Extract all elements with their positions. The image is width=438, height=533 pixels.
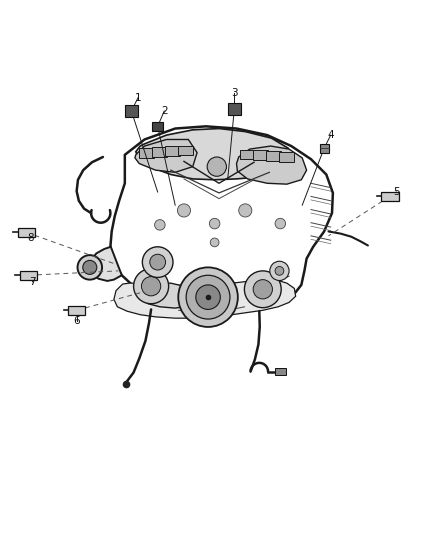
Bar (275, 368, 286, 375)
Circle shape (178, 268, 238, 327)
Bar (178, 146, 193, 155)
Circle shape (78, 255, 102, 280)
Text: 2: 2 (161, 106, 168, 116)
Polygon shape (114, 280, 296, 318)
Bar (152, 147, 167, 157)
Circle shape (186, 275, 230, 319)
Polygon shape (135, 140, 197, 172)
Circle shape (244, 271, 281, 308)
Circle shape (210, 238, 219, 247)
Polygon shape (136, 283, 193, 308)
Text: 1: 1 (134, 93, 141, 103)
Text: 7: 7 (29, 277, 36, 287)
Bar (266, 151, 281, 161)
Bar (253, 150, 268, 160)
Bar (20, 271, 37, 280)
Text: 5: 5 (393, 187, 400, 197)
Bar (68, 306, 85, 314)
Bar (139, 148, 154, 158)
Polygon shape (136, 128, 291, 180)
Circle shape (207, 157, 226, 176)
Circle shape (177, 204, 191, 217)
Circle shape (196, 285, 220, 310)
Text: 3: 3 (231, 88, 238, 99)
Circle shape (141, 277, 161, 296)
Bar (279, 152, 294, 162)
Text: 4: 4 (327, 130, 334, 140)
Bar (125, 106, 138, 117)
Bar (165, 147, 180, 156)
Bar (320, 144, 328, 152)
Bar (228, 103, 241, 115)
Circle shape (239, 204, 252, 217)
Circle shape (134, 269, 169, 304)
Circle shape (270, 261, 289, 280)
Text: 6: 6 (73, 316, 80, 326)
Circle shape (142, 247, 173, 278)
Circle shape (275, 219, 286, 229)
Bar (381, 192, 399, 201)
Polygon shape (237, 146, 307, 184)
Bar (152, 122, 163, 131)
Polygon shape (90, 247, 122, 281)
Circle shape (83, 260, 97, 274)
Circle shape (275, 266, 284, 275)
Circle shape (209, 219, 220, 229)
Bar (18, 228, 35, 237)
Circle shape (150, 254, 166, 270)
Text: 8: 8 (27, 233, 34, 243)
Bar (240, 150, 254, 159)
Circle shape (155, 220, 165, 230)
Circle shape (253, 280, 272, 299)
Polygon shape (110, 126, 333, 312)
